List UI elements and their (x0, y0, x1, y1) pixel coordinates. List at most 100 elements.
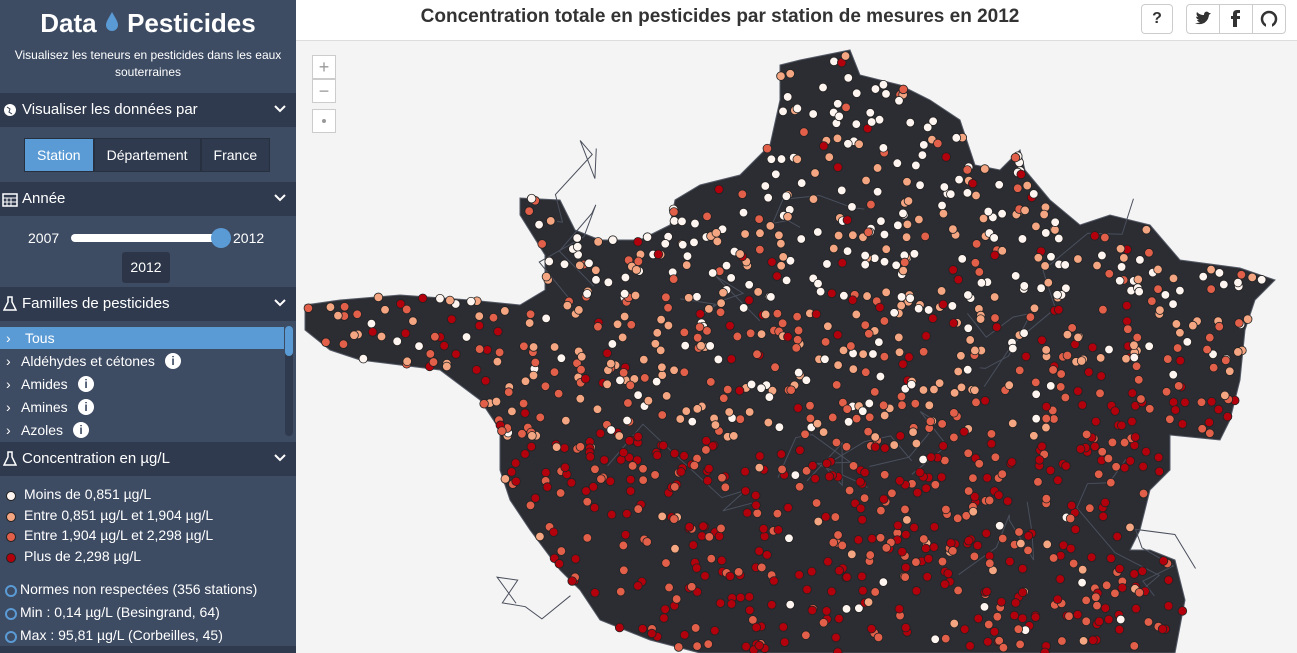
view-button[interactable]: Station (24, 138, 94, 172)
station-marker[interactable] (776, 449, 787, 459)
station-marker[interactable] (657, 410, 667, 420)
station-marker[interactable] (1236, 270, 1247, 280)
station-marker[interactable] (1160, 290, 1171, 300)
view-button[interactable]: France (200, 138, 271, 172)
station-marker[interactable] (863, 426, 873, 437)
station-marker[interactable] (790, 470, 801, 480)
station-marker[interactable] (781, 275, 792, 286)
station-marker[interactable] (366, 318, 377, 329)
station-marker[interactable] (818, 82, 828, 93)
station-marker[interactable] (576, 364, 586, 375)
station-marker[interactable] (705, 341, 715, 351)
station-marker[interactable] (843, 417, 854, 427)
station-marker[interactable] (1119, 463, 1130, 473)
station-marker[interactable] (793, 325, 804, 336)
station-marker[interactable] (725, 571, 735, 581)
station-marker[interactable] (710, 625, 720, 636)
station-marker[interactable] (1247, 272, 1257, 283)
info-icon[interactable]: i (78, 399, 94, 415)
station-marker[interactable] (492, 356, 503, 367)
station-marker[interactable] (541, 467, 551, 478)
station-marker[interactable] (1206, 284, 1216, 294)
station-marker[interactable] (1130, 432, 1141, 442)
station-marker[interactable] (657, 362, 667, 372)
station-marker[interactable] (928, 313, 938, 324)
station-marker[interactable] (358, 353, 369, 364)
station-marker[interactable] (733, 567, 744, 577)
station-marker[interactable] (1041, 493, 1052, 504)
station-marker[interactable] (929, 384, 939, 395)
station-marker[interactable] (779, 637, 790, 647)
station-marker[interactable] (639, 354, 649, 365)
station-marker[interactable] (679, 327, 690, 338)
station-marker[interactable] (778, 252, 788, 262)
station-marker[interactable] (657, 511, 667, 522)
station-marker[interactable] (792, 154, 802, 164)
station-marker[interactable] (1131, 361, 1142, 371)
station-marker[interactable] (1114, 563, 1125, 574)
station-marker[interactable] (1161, 387, 1172, 397)
station-marker[interactable] (998, 642, 1009, 653)
station-marker[interactable] (947, 301, 958, 311)
station-marker[interactable] (1095, 353, 1106, 363)
station-marker[interactable] (946, 189, 956, 199)
station-marker[interactable] (1041, 422, 1051, 433)
station-marker[interactable] (575, 442, 586, 452)
station-marker[interactable] (652, 328, 662, 338)
station-marker[interactable] (860, 259, 870, 270)
station-marker[interactable] (1014, 527, 1024, 537)
station-marker[interactable] (1119, 437, 1130, 448)
station-marker[interactable] (567, 576, 577, 586)
station-marker[interactable] (1023, 531, 1034, 541)
station-marker[interactable] (901, 562, 911, 573)
station-marker[interactable] (848, 230, 858, 240)
station-marker[interactable] (819, 141, 829, 151)
station-marker[interactable] (834, 613, 844, 624)
station-marker[interactable] (813, 516, 823, 527)
station-marker[interactable] (656, 314, 666, 325)
station-marker[interactable] (948, 265, 958, 275)
station-marker[interactable] (1050, 217, 1060, 227)
station-marker[interactable] (504, 387, 514, 397)
station-marker[interactable] (903, 196, 914, 206)
station-marker[interactable] (559, 259, 570, 269)
station-marker[interactable] (1090, 441, 1100, 452)
station-marker[interactable] (902, 219, 913, 230)
station-marker[interactable] (1158, 556, 1169, 566)
station-marker[interactable] (1004, 380, 1014, 390)
station-marker[interactable] (588, 482, 599, 492)
station-marker[interactable] (918, 385, 929, 395)
station-marker[interactable] (968, 473, 978, 483)
station-marker[interactable] (647, 628, 657, 639)
station-marker[interactable] (606, 358, 616, 369)
station-marker[interactable] (923, 554, 934, 564)
station-marker[interactable] (737, 189, 748, 199)
station-marker[interactable] (865, 108, 875, 118)
station-marker[interactable] (1085, 503, 1095, 513)
station-marker[interactable] (1091, 592, 1101, 602)
station-marker[interactable] (623, 398, 633, 408)
station-marker[interactable] (618, 368, 629, 378)
station-marker[interactable] (892, 158, 903, 168)
station-marker[interactable] (937, 200, 947, 211)
station-marker[interactable] (555, 488, 566, 498)
station-marker[interactable] (936, 286, 947, 296)
station-marker[interactable] (961, 511, 971, 521)
station-marker[interactable] (1029, 431, 1039, 441)
station-marker[interactable] (549, 367, 560, 377)
station-marker[interactable] (1011, 271, 1021, 281)
station-marker[interactable] (1033, 253, 1044, 263)
station-marker[interactable] (828, 412, 838, 423)
station-marker[interactable] (735, 414, 746, 424)
station-marker[interactable] (863, 597, 874, 607)
station-marker[interactable] (560, 462, 570, 473)
station-marker[interactable] (669, 514, 679, 524)
station-marker[interactable] (678, 240, 688, 250)
station-marker[interactable] (870, 587, 880, 597)
station-marker[interactable] (992, 322, 1002, 332)
station-marker[interactable] (696, 341, 706, 351)
station-marker[interactable] (854, 603, 864, 613)
station-marker[interactable] (879, 316, 890, 326)
station-marker[interactable] (605, 476, 616, 486)
station-marker[interactable] (689, 460, 700, 471)
